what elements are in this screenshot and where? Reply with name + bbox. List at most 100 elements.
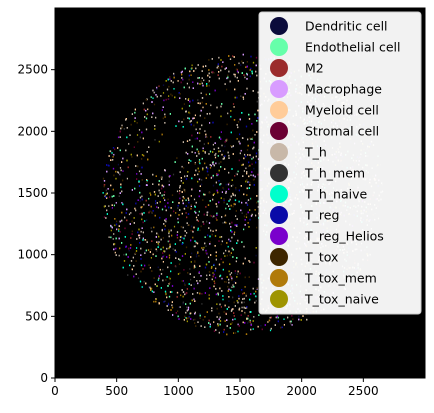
cell-point xyxy=(147,249,150,251)
cell-point xyxy=(115,170,117,173)
cell-point xyxy=(121,161,123,163)
cell-point xyxy=(119,136,121,138)
cell-point xyxy=(142,231,144,234)
cell-point xyxy=(140,270,142,273)
cell-point xyxy=(155,175,157,177)
cell-point xyxy=(136,134,139,136)
cell-point xyxy=(123,128,125,130)
cell-point xyxy=(246,200,248,203)
cell-point xyxy=(144,116,146,118)
cell-point xyxy=(185,110,187,113)
cell-point xyxy=(214,282,216,285)
cell-point xyxy=(157,279,159,281)
cell-point xyxy=(157,233,159,236)
cell-point xyxy=(246,194,248,196)
cell-point xyxy=(178,202,180,204)
cell-point xyxy=(139,200,141,202)
cell-point xyxy=(242,298,244,300)
cell-point xyxy=(193,266,195,269)
cell-point xyxy=(214,270,216,272)
cell-point xyxy=(237,170,239,173)
cell-point xyxy=(231,322,233,324)
cell-point xyxy=(246,187,248,190)
cell-point xyxy=(230,145,232,147)
cell-point xyxy=(106,164,108,166)
cell-point xyxy=(222,222,224,224)
cell-point xyxy=(117,171,119,173)
cell-point xyxy=(159,216,161,219)
cell-point xyxy=(189,268,191,270)
cell-point xyxy=(197,64,199,66)
cell-point xyxy=(153,277,155,279)
cell-point xyxy=(214,142,216,144)
cell-point xyxy=(144,239,146,241)
cell-point xyxy=(283,324,285,326)
cell-point xyxy=(231,277,233,280)
cell-point xyxy=(249,69,251,71)
cell-point xyxy=(245,213,248,216)
cell-point xyxy=(205,166,208,169)
cell-point xyxy=(214,154,216,156)
cell-point xyxy=(140,173,142,175)
cell-point xyxy=(189,70,191,73)
cell-point xyxy=(245,155,247,158)
cell-point xyxy=(193,245,195,248)
cell-point xyxy=(146,219,148,221)
cell-point xyxy=(217,293,219,296)
cell-point xyxy=(205,65,207,67)
cell-point xyxy=(203,143,205,145)
cell-point xyxy=(270,316,272,319)
cell-point xyxy=(152,183,154,185)
cell-point xyxy=(223,201,225,204)
cell-point xyxy=(167,98,169,100)
cell-point xyxy=(227,151,229,154)
cell-point xyxy=(185,199,187,201)
cell-point xyxy=(175,251,177,253)
cell-point xyxy=(229,58,232,60)
cell-point xyxy=(228,300,230,302)
cell-point xyxy=(167,198,169,201)
cell-point xyxy=(230,229,232,232)
cell-point xyxy=(217,147,220,149)
cell-point xyxy=(190,318,192,320)
cell-point xyxy=(218,201,220,204)
cell-point xyxy=(198,152,200,155)
cell-point xyxy=(248,165,250,168)
cell-point xyxy=(235,188,237,191)
cell-point xyxy=(251,72,253,75)
cell-point xyxy=(225,192,227,194)
cell-point xyxy=(248,187,250,189)
cell-point xyxy=(149,286,151,289)
cell-point xyxy=(197,229,199,231)
cell-point xyxy=(161,194,163,197)
cell-point xyxy=(241,306,243,309)
cell-point xyxy=(207,234,209,237)
cell-point xyxy=(249,164,251,167)
cell-point xyxy=(106,209,108,212)
cell-point xyxy=(244,322,246,324)
cell-point xyxy=(149,251,151,253)
cell-point xyxy=(230,185,233,187)
cell-point xyxy=(164,191,166,193)
cell-point xyxy=(183,188,185,191)
cell-point xyxy=(156,202,158,204)
cell-point xyxy=(226,242,228,244)
cell-point xyxy=(134,120,136,123)
cell-point xyxy=(228,281,230,284)
cell-point xyxy=(142,221,144,224)
cell-point xyxy=(164,169,166,171)
cell-point xyxy=(191,64,193,67)
cell-point xyxy=(107,188,109,190)
cell-point xyxy=(115,247,117,250)
cell-point xyxy=(210,177,212,179)
cell-point xyxy=(210,267,213,269)
cell-point xyxy=(142,237,144,240)
cell-point xyxy=(231,286,233,288)
cell-point xyxy=(234,318,236,320)
cell-point xyxy=(136,173,138,175)
cell-point xyxy=(178,214,180,216)
cell-point xyxy=(290,320,292,323)
cell-point xyxy=(243,245,245,248)
cell-point xyxy=(189,120,191,123)
cell-point xyxy=(232,153,234,155)
